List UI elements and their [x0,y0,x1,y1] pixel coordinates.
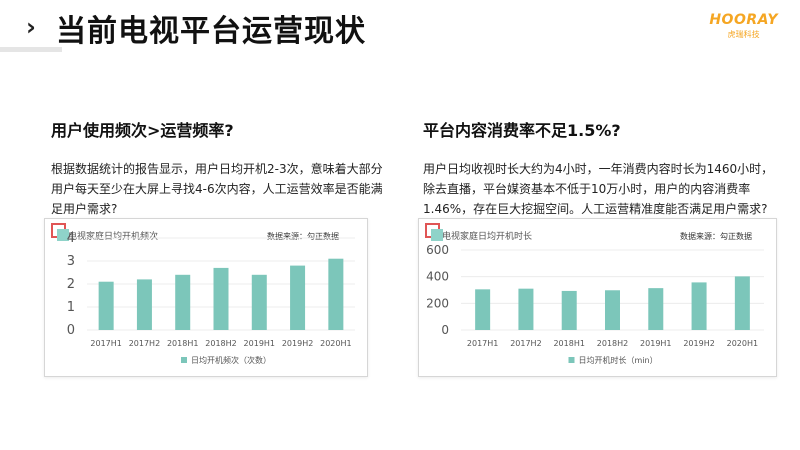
x-tick-label: 2019H2 [282,339,313,348]
bar [175,274,191,330]
brand-logo: HOORAY 虎瑞科技 [709,12,778,40]
x-tick-label: 2019H1 [640,339,671,348]
bar [475,289,491,330]
bar [251,274,267,330]
y-tick-label: 0 [441,323,449,337]
left-section: 用户使用频次>运营频率? 根据数据统计的报告显示，用户日均开机2-3次，意味着大… [51,117,391,219]
bar [518,288,534,330]
bar [98,281,114,330]
x-tick-label: 2018H2 [597,339,628,348]
y-tick-label: 3 [67,254,75,269]
y-tick-label: 4 [67,231,75,246]
chart-title: 电视家庭日均开机频次 [68,230,158,242]
y-tick-label: 200 [426,296,449,310]
right-heading: 平台内容消费率不足1.5%? [423,121,621,140]
x-tick-label: 2019H2 [683,339,714,348]
x-tick-label: 2017H2 [510,339,541,348]
x-tick-label: 2017H1 [90,339,121,348]
bar [691,282,707,330]
bar [561,290,577,330]
chevron-right-icon: › [26,13,36,41]
bar [290,265,306,330]
x-tick-label: 2017H2 [129,339,160,348]
bar [605,290,620,330]
y-tick-label: 0 [67,323,75,338]
corner-decoration-fill [57,229,69,241]
title-underline [0,47,62,52]
chart-source: 数据来源：勾正数据 [680,231,752,241]
corner-decoration-fill [431,229,443,241]
chart-title: 电视家庭日均开机时长 [442,230,532,242]
right-body: 用户日均收视时长大约为4小时，一年消费内容时长为1460小时，除去直播，平台媒资… [423,162,774,216]
bar [648,288,664,330]
x-tick-label: 2018H1 [553,339,584,348]
right-section: 平台内容消费率不足1.5%? 用户日均收视时长大约为4小时，一年消费内容时长为1… [423,117,775,219]
bar [136,279,152,330]
page-title: 当前电视平台运营现状 [56,14,366,49]
y-tick-label: 600 [426,243,449,257]
chart-source: 数据来源：勾正数据 [267,231,339,241]
left-heading: 用户使用频次>运营频率? [51,121,234,140]
chart-card-frequency: 电视家庭日均开机频次 数据来源：勾正数据 0 1 2 3 4 2017H1 2017H2 2018… [44,218,368,377]
bar [734,276,750,330]
legend-label: 日均开机频次（次数） [191,355,271,365]
x-tick-label: 2018H1 [167,339,198,348]
bar [213,267,229,330]
y-tick-label: 1 [67,300,75,315]
y-tick-label: 2 [67,277,75,292]
x-tick-label: 2020H1 [320,339,351,348]
legend-swatch [181,357,187,363]
x-tick-label: 2018H2 [205,339,236,348]
legend-label: 日均开机时长（min） [579,355,658,365]
y-tick-label: 400 [426,270,449,284]
x-tick-label: 2017H1 [467,339,498,348]
logo-text: HOORAY [709,12,778,28]
x-tick-label: 2020H1 [727,339,758,348]
bar [328,258,344,330]
legend-swatch [568,357,575,363]
duration-chart: 电视家庭日均开机时长 数据来源：勾正数据 0 200 400 600 2017H1 2017H… [426,230,764,365]
chart-card-duration: 电视家庭日均开机时长 数据来源：勾正数据 0 200 400 600 2017H1 2017H… [418,218,777,377]
x-tick-label: 2019H1 [244,339,275,348]
logo-subtext: 虎瑞科技 [727,30,760,39]
left-body: 根据数据统计的报告显示，用户日均开机2-3次，意味着大部分用户每天至少在大屏上寻… [51,162,383,216]
frequency-chart: 电视家庭日均开机频次 数据来源：勾正数据 0 1 2 3 4 2017H1 2017H2 2018… [67,230,355,365]
